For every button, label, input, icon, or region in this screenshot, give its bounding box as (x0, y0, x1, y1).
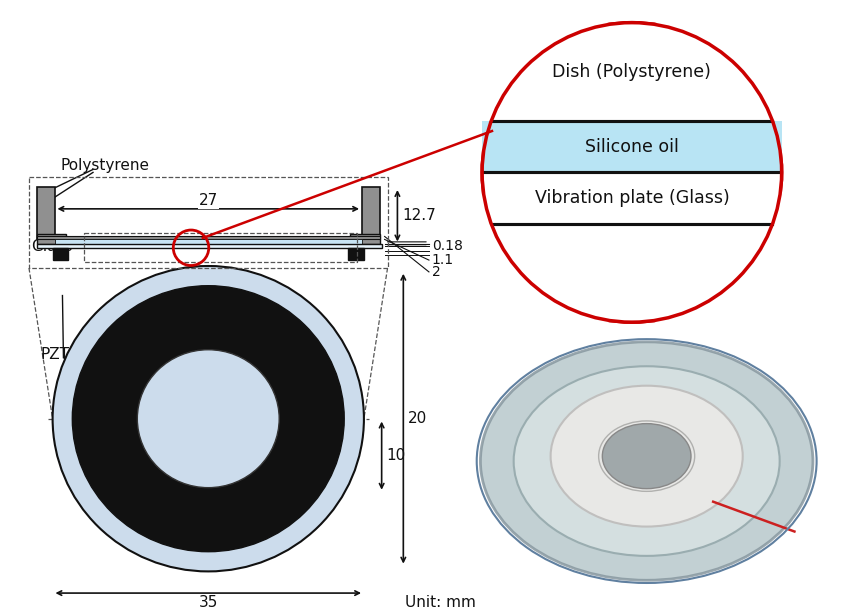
Text: 35: 35 (199, 595, 218, 610)
Ellipse shape (53, 266, 364, 572)
Text: PZT: PZT (41, 347, 70, 362)
Text: 12.7: 12.7 (402, 208, 436, 223)
Text: 1.1: 1.1 (432, 253, 454, 267)
Text: Polystyrene: Polystyrene (60, 158, 150, 173)
Bar (482, 121, 782, 173)
Bar (84, 234, 357, 262)
Bar (53, 248, 68, 260)
Bar (482, 121, 782, 173)
Text: 10: 10 (387, 448, 405, 463)
Text: Silicone oil: Silicone oil (585, 138, 679, 156)
Bar (362, 187, 380, 239)
Text: 27: 27 (199, 193, 218, 209)
Text: 20: 20 (408, 411, 428, 426)
Ellipse shape (72, 285, 344, 551)
Ellipse shape (138, 350, 279, 487)
Ellipse shape (513, 366, 779, 556)
Bar (37, 234, 66, 245)
Bar (350, 234, 380, 245)
Bar (482, 173, 782, 322)
Bar (54, 239, 362, 245)
Text: Dish (Polystyrene): Dish (Polystyrene) (552, 63, 711, 81)
Bar (29, 178, 388, 268)
Bar (37, 187, 54, 239)
Ellipse shape (603, 423, 691, 489)
Text: 2: 2 (432, 265, 440, 279)
Ellipse shape (551, 386, 743, 526)
Text: Vibration plate (Glass): Vibration plate (Glass) (535, 189, 729, 207)
Text: 0.18: 0.18 (432, 239, 462, 253)
Bar (348, 248, 364, 260)
Bar (37, 245, 382, 248)
Text: Unit: mm: Unit: mm (405, 595, 476, 610)
Text: Glass: Glass (31, 239, 72, 254)
Bar (37, 237, 380, 239)
Bar (482, 23, 782, 121)
Circle shape (482, 23, 782, 322)
Ellipse shape (480, 342, 813, 580)
